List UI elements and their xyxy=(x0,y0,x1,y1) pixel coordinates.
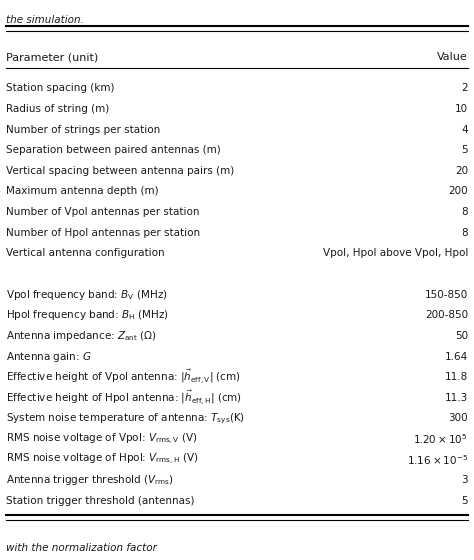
Text: System noise temperature of antenna: $T_{\mathrm{sys}}$(K): System noise temperature of antenna: $T_… xyxy=(6,411,245,426)
Text: 3: 3 xyxy=(461,475,468,486)
Text: Antenna trigger threshold ($V_{\mathrm{rms}}$): Antenna trigger threshold ($V_{\mathrm{r… xyxy=(6,473,174,487)
Text: Number of strings per station: Number of strings per station xyxy=(6,124,160,134)
Text: Vertical spacing between antenna pairs (m): Vertical spacing between antenna pairs (… xyxy=(6,166,234,176)
Text: Maximum antenna depth (m): Maximum antenna depth (m) xyxy=(6,186,159,197)
Text: RMS noise voltage of Hpol: $V_{\mathrm{rms,H}}$ (V): RMS noise voltage of Hpol: $V_{\mathrm{r… xyxy=(6,452,199,467)
Text: Antenna gain: $G$: Antenna gain: $G$ xyxy=(6,349,92,363)
Text: 5: 5 xyxy=(461,496,468,506)
Text: Value: Value xyxy=(437,52,468,62)
Text: 5: 5 xyxy=(461,145,468,155)
Text: 20: 20 xyxy=(455,166,468,176)
Text: Station trigger threshold (antennas): Station trigger threshold (antennas) xyxy=(6,496,195,506)
Text: Separation between paired antennas (m): Separation between paired antennas (m) xyxy=(6,145,221,155)
Text: 4: 4 xyxy=(461,124,468,134)
Text: Vpol, Hpol above Vpol, Hpol: Vpol, Hpol above Vpol, Hpol xyxy=(322,249,468,258)
Text: Vertical antenna configuration: Vertical antenna configuration xyxy=(6,249,165,258)
Text: 11.3: 11.3 xyxy=(445,393,468,403)
Text: $1.16 \times 10^{-5}$: $1.16 \times 10^{-5}$ xyxy=(407,453,468,466)
Text: 200-850: 200-850 xyxy=(425,310,468,320)
Text: 8: 8 xyxy=(461,228,468,238)
Text: Number of Vpol antennas per station: Number of Vpol antennas per station xyxy=(6,207,200,217)
Text: Antenna impedance: $Z_{\mathrm{ant}}$ ($\Omega$): Antenna impedance: $Z_{\mathrm{ant}}$ ($… xyxy=(6,329,157,343)
Text: with the normalization factor: with the normalization factor xyxy=(6,543,157,553)
Text: the simulation.: the simulation. xyxy=(6,15,84,25)
Text: 8: 8 xyxy=(461,207,468,217)
Text: 300: 300 xyxy=(448,413,468,423)
Text: Effective height of Vpol antenna: $|\vec{h}_{\mathrm{eff,V}}|$ (cm): Effective height of Vpol antenna: $|\vec… xyxy=(6,368,241,386)
Text: Effective height of Hpol antenna: $|\vec{h}_{\mathrm{eff,H}}|$ (cm): Effective height of Hpol antenna: $|\vec… xyxy=(6,389,242,407)
Text: 10: 10 xyxy=(455,104,468,114)
Text: Parameter (unit): Parameter (unit) xyxy=(6,52,98,62)
Text: Hpol frequency band: $B_{\mathrm{H}}$ (MHz): Hpol frequency band: $B_{\mathrm{H}}$ (M… xyxy=(6,308,169,322)
Text: RMS noise voltage of Vpol: $V_{\mathrm{rms,V}}$ (V): RMS noise voltage of Vpol: $V_{\mathrm{r… xyxy=(6,432,198,446)
Text: Vpol frequency band: $B_{\mathrm{V}}$ (MHz): Vpol frequency band: $B_{\mathrm{V}}$ (M… xyxy=(6,288,168,302)
Text: 200: 200 xyxy=(448,186,468,197)
Text: 50: 50 xyxy=(455,331,468,341)
Text: Station spacing (km): Station spacing (km) xyxy=(6,83,115,94)
Text: 1.64: 1.64 xyxy=(445,352,468,362)
Text: 11.8: 11.8 xyxy=(445,372,468,382)
Text: $1.20 \times 10^{5}$: $1.20 \times 10^{5}$ xyxy=(413,432,468,446)
Text: 2: 2 xyxy=(461,83,468,94)
Text: 150-850: 150-850 xyxy=(425,290,468,300)
Text: Number of Hpol antennas per station: Number of Hpol antennas per station xyxy=(6,228,200,238)
Text: Radius of string (m): Radius of string (m) xyxy=(6,104,109,114)
